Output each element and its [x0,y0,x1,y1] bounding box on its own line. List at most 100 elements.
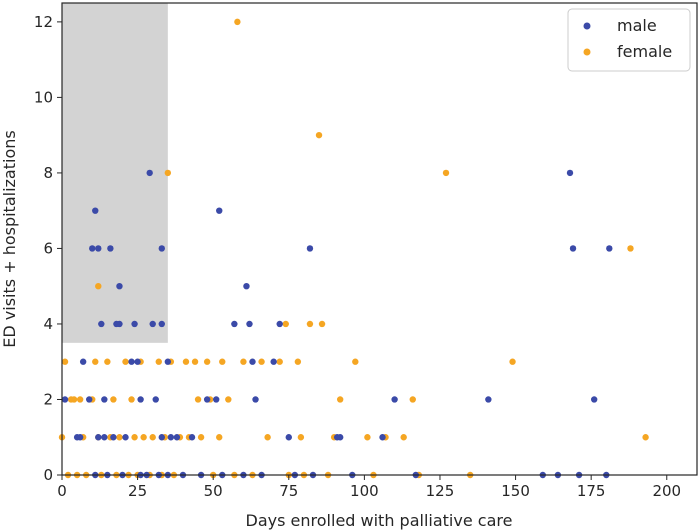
male-point [107,245,114,252]
female-point [240,358,247,365]
legend-female-label: female [617,42,672,61]
male-point [95,245,102,252]
x-tick-label: 175 [577,482,606,500]
male-point [164,358,172,365]
x-tick-label: 25 [128,482,147,500]
male-point [152,396,159,403]
x-tick-label: 150 [501,482,530,500]
female-point [352,358,359,365]
male-point [149,320,156,328]
legend: male female [567,8,691,72]
x-axis: 0 25 50 75 100 125 150 175 200 [57,475,681,500]
female-point [61,358,69,365]
male-point [137,396,144,403]
x-tick-label: 200 [652,482,681,500]
male-point [158,320,165,328]
male-point [485,396,492,403]
female-point [70,396,78,403]
female-point [194,396,202,403]
female-point [306,320,314,328]
male-point [285,434,292,441]
female-point [219,358,226,365]
male-point [79,358,87,365]
male-point [128,358,135,365]
female-point [122,358,129,365]
male-point [276,320,283,328]
male-point [252,396,259,403]
female-point [164,169,172,177]
y-tick-label: 6 [43,239,53,257]
male-point [86,396,93,403]
legend-male-marker [583,22,591,30]
female-point [116,434,123,441]
female-point [95,283,102,290]
male-point [101,434,108,441]
female-point [191,358,199,365]
male-point [173,434,181,441]
female-point [315,131,323,139]
male-point [61,396,69,403]
female-point [258,358,265,365]
female-point [234,18,241,26]
male-point [566,169,574,177]
legend-box [567,8,691,72]
male-point [76,434,84,441]
female-point [400,434,407,441]
male-point [134,358,141,365]
male-point [590,396,598,403]
female-point [225,396,232,403]
male-point [231,320,238,328]
y-tick-label: 10 [34,88,53,106]
male-point [606,245,613,252]
y-axis: 0 2 4 6 8 10 12 [34,13,62,484]
female-point [442,169,450,177]
male-point [270,358,277,365]
y-tick-label: 0 [43,466,53,484]
male-point [116,320,123,328]
male-point [188,434,196,441]
male-point [122,434,129,441]
x-tick-label: 100 [350,482,379,500]
male-point [146,169,153,177]
legend-female-marker [583,48,591,56]
y-tick-label: 12 [34,13,53,31]
plot-frame [61,2,698,476]
female-point [216,434,223,441]
male-point [213,396,220,403]
y-tick-label: 4 [43,315,53,333]
x-axis-label: Days enrolled with palliative care [246,511,513,530]
female-point [197,434,205,441]
female-point [76,396,84,403]
legend-male-label: male [617,16,657,35]
x-tick-label: 75 [279,482,298,500]
female-point [264,434,271,441]
female-point [318,320,326,328]
male-point [246,320,253,328]
female-point [642,434,649,441]
x-tick-label: 0 [57,482,67,500]
male-point [101,396,108,403]
female-point [203,358,211,365]
female-point [276,358,283,365]
male-point [95,434,102,441]
female-point [110,396,117,403]
female-point [336,396,344,403]
male-point [167,434,175,441]
female-point [364,434,371,441]
female-point [409,396,416,403]
male-point [92,207,99,214]
x-tick-label: 125 [426,482,455,500]
y-axis-label: ED visits + hospitalizations [0,130,19,347]
male-point [116,283,123,290]
male-point [243,283,250,290]
female-point [627,245,634,252]
y-tick-label: 8 [43,164,53,182]
female-point [92,358,99,365]
male-point [379,434,386,441]
male-point [336,434,344,441]
female-point [155,358,162,365]
female-point [128,396,135,403]
male-point [98,320,105,328]
male-point [158,245,165,252]
